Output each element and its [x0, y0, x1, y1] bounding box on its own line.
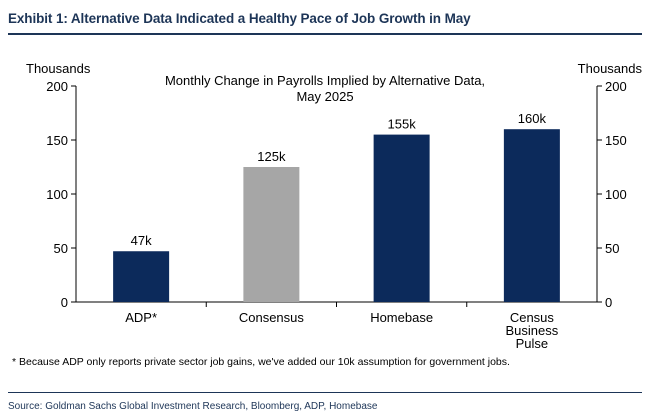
bar-data-label: 160k	[518, 111, 547, 126]
y-tick-label-right: 150	[605, 133, 627, 148]
exhibit-title: Exhibit 1: Alternative Data Indicated a …	[8, 11, 471, 26]
chart-title-line: Monthly Change in Payrolls Implied by Al…	[165, 73, 485, 88]
x-category-label: Business	[506, 323, 559, 338]
chart-footnote: * Because ADP only reports private secto…	[12, 356, 510, 368]
x-category-label: ADP*	[125, 310, 157, 325]
y-axis-right-unit: Thousands	[578, 61, 643, 76]
y-tick-label-right: 100	[605, 187, 627, 202]
y-axis-left-unit: Thousands	[26, 61, 91, 76]
bar	[113, 251, 170, 302]
source-note: Source: Goldman Sachs Global Investment …	[8, 401, 378, 412]
y-tick-label-left: 200	[46, 79, 68, 94]
bar-data-label: 47k	[131, 233, 152, 248]
bar-data-label: 125k	[257, 149, 286, 164]
x-category-label: Pulse	[516, 336, 549, 351]
x-category-label: Consensus	[239, 310, 305, 325]
bar	[503, 129, 560, 302]
y-tick-label-right: 0	[605, 295, 612, 310]
y-tick-label-right: 200	[605, 79, 627, 94]
bar-chart: Monthly Change in Payrolls Implied by Al…	[26, 61, 643, 351]
bar-data-label: 155k	[388, 117, 417, 132]
chart-title-line: May 2025	[296, 89, 353, 104]
source-divider	[8, 392, 642, 393]
title-divider	[8, 33, 642, 35]
y-tick-label-left: 0	[61, 295, 68, 310]
y-tick-label-left: 150	[46, 133, 68, 148]
x-category-label: Census	[510, 310, 555, 325]
bar	[243, 167, 300, 302]
x-category-label: Homebase	[370, 310, 433, 325]
bar	[373, 134, 430, 302]
y-tick-label-left: 50	[54, 241, 68, 256]
y-tick-label-right: 50	[605, 241, 619, 256]
y-tick-label-left: 100	[46, 187, 68, 202]
